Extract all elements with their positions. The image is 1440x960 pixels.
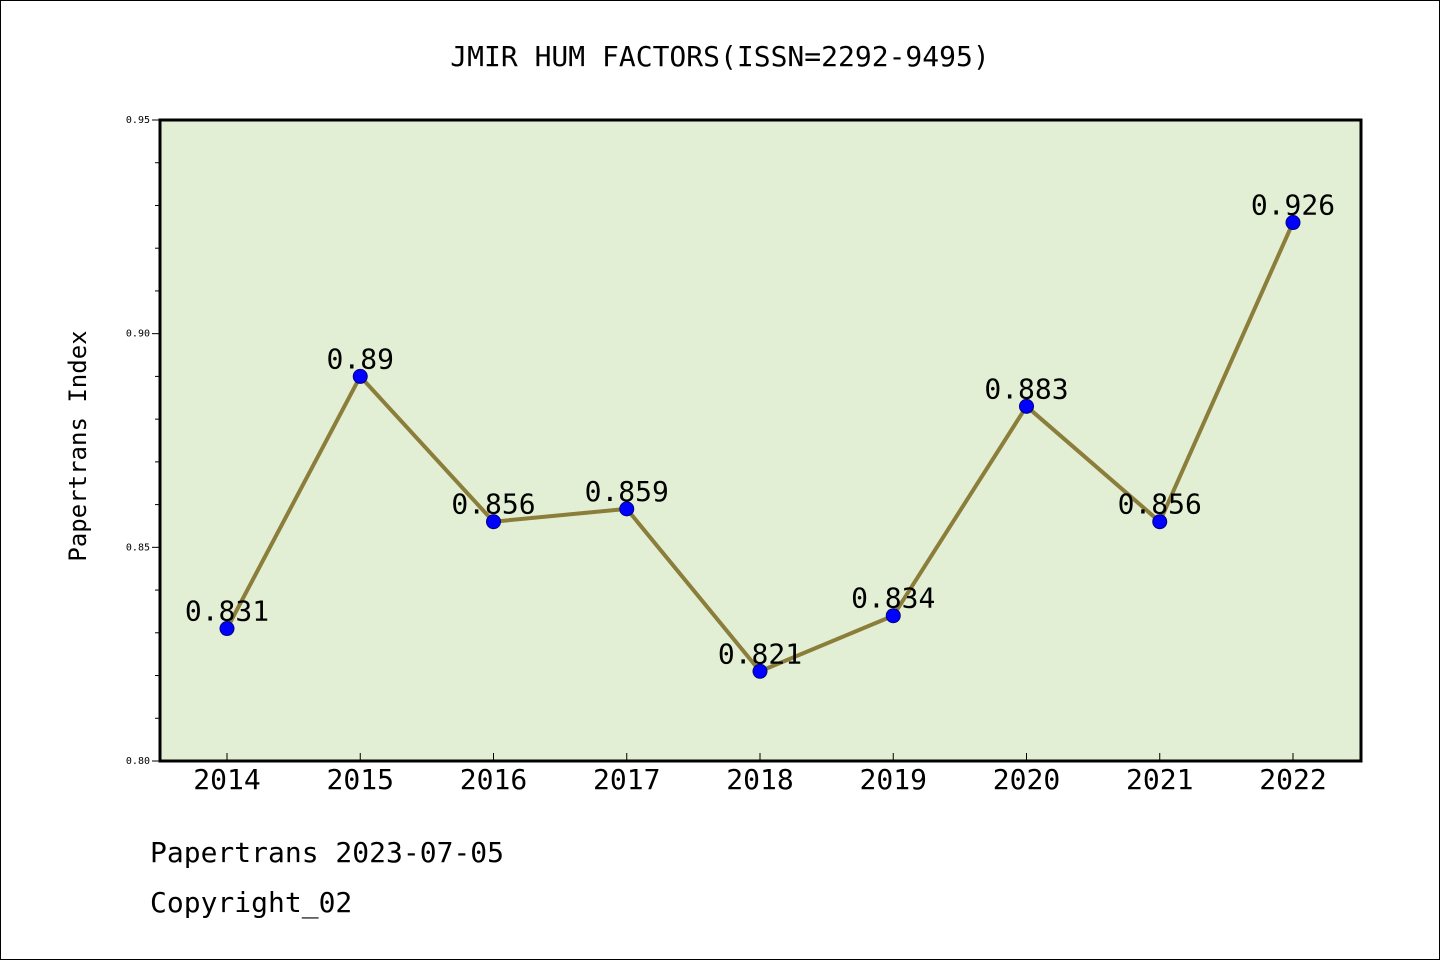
data-label: 0.834 [851, 582, 935, 615]
x-tick-label: 2021 [1126, 763, 1193, 796]
plot-area [158, 118, 1363, 763]
data-label: 0.821 [718, 637, 802, 670]
y-tick-label: 0.90 [126, 329, 150, 340]
x-tick-label: 2018 [726, 763, 793, 796]
data-point-marker [219, 621, 235, 637]
x-tick-label: 2019 [860, 763, 927, 796]
x-tick-label: 2014 [193, 763, 260, 796]
data-point-marker [619, 501, 635, 517]
x-tick-label: 2016 [460, 763, 527, 796]
data-point-marker [885, 608, 901, 624]
data-label: 0.856 [451, 488, 535, 521]
y-tick-label: 0.95 [126, 115, 150, 126]
y-tick-label: 0.85 [126, 542, 150, 553]
y-axis-label: Papertrans Index [64, 330, 92, 561]
data-point-marker [752, 663, 768, 679]
x-tick-label: 2017 [593, 763, 660, 796]
data-point-marker [1152, 514, 1168, 530]
x-tick-label: 2020 [993, 763, 1060, 796]
copyright-text: Copyright_02 [150, 886, 353, 919]
source-date-text: Papertrans 2023-07-05 [150, 836, 505, 869]
data-label: 0.831 [185, 595, 269, 628]
x-axis: 2014 2015 2016 2017 2018 2019 2020 2021 2022 [193, 753, 1327, 796]
data-label: 0.89 [327, 342, 394, 375]
x-tick-label: 2022 [1259, 763, 1326, 796]
data-point-marker [486, 514, 501, 530]
data-labels-group: 0.831 0.89 0.856 0.859 0.821 0.834 0.883 0.856 0… [185, 189, 1335, 671]
data-point-marker [1285, 215, 1301, 231]
data-label: 0.859 [585, 475, 669, 508]
data-point-marker [352, 368, 368, 384]
data-point-marker [1019, 398, 1034, 414]
chart-title: JMIR HUM FACTORS(ISSN=2292-9495) [450, 40, 989, 73]
series-line-group [219, 215, 1301, 679]
data-label: 0.883 [984, 372, 1068, 405]
data-label: 0.856 [1118, 488, 1202, 521]
y-axis: 0.80 0.85 0.90 0.95 [126, 115, 160, 767]
x-tick-label: 2015 [327, 763, 394, 796]
y-tick-label: 0.80 [126, 756, 150, 767]
data-label: 0.926 [1251, 189, 1335, 222]
